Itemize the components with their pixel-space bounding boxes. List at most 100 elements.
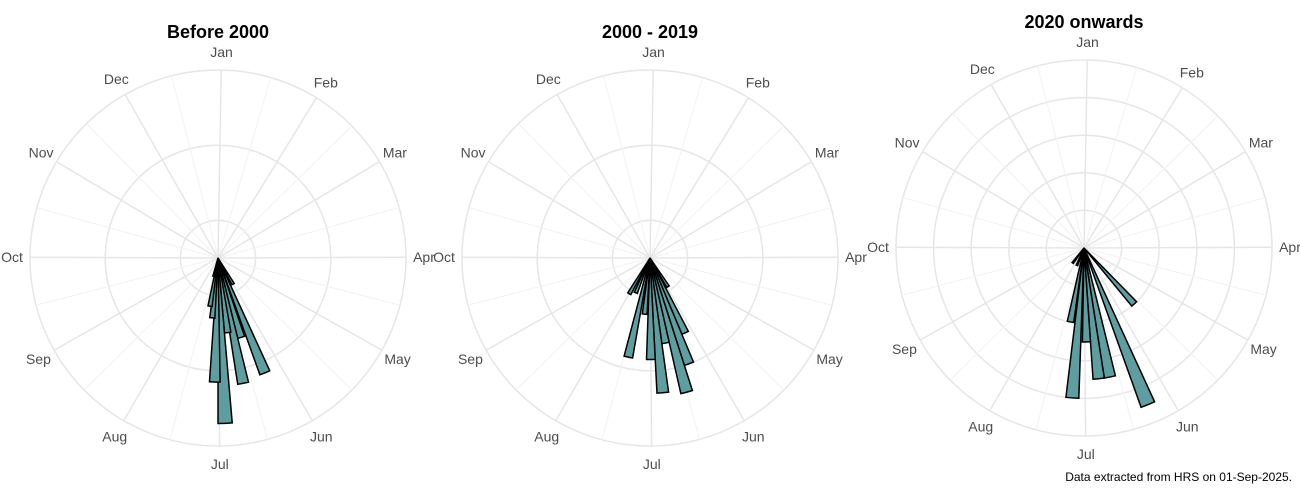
minor-spoke [169, 257, 219, 440]
polar-bar [208, 257, 221, 383]
month-spoke [989, 247, 1085, 412]
polar-bar [211, 257, 219, 278]
month-spoke [53, 257, 219, 351]
minor-spoke [217, 207, 400, 259]
month-spoke [919, 247, 1085, 341]
month-spoke [217, 161, 380, 259]
month-label-feb: Feb [1180, 64, 1204, 80]
minor-spoke [901, 247, 1085, 296]
panel-title: 2000 - 2019 [602, 22, 698, 42]
month-label-jan: Jan [1076, 34, 1099, 50]
data-source-caption: Data extracted from HRS on 01-Sep-2025. [1065, 470, 1292, 484]
minor-spoke [649, 257, 785, 391]
minor-spoke [649, 207, 832, 259]
panel-title: 2020 onwards [1024, 12, 1143, 32]
month-label-sep: Sep [892, 341, 917, 357]
month-spoke [217, 70, 222, 259]
month-label-dec: Dec [536, 71, 561, 87]
month-spoke [461, 256, 651, 259]
month-label-feb: Feb [314, 74, 338, 90]
month-spoke [217, 97, 318, 259]
minor-spoke [1035, 247, 1085, 430]
month-label-aug: Aug [534, 428, 559, 444]
minor-spoke [1083, 247, 1135, 430]
month-label-may: May [384, 351, 410, 367]
month-label-oct: Oct [1, 249, 23, 265]
month-spoke [123, 257, 219, 422]
month-label-mar: Mar [815, 144, 839, 160]
month-label-oct: Oct [433, 249, 455, 265]
minor-spoke [902, 197, 1085, 249]
minor-spoke [1083, 247, 1267, 296]
minor-spoke [1083, 115, 1219, 249]
month-spoke [1083, 60, 1088, 249]
month-spoke [556, 94, 651, 259]
month-spoke [649, 70, 654, 259]
month-spoke [1083, 247, 1179, 412]
polar-bar [1075, 247, 1085, 267]
polar-panel-1: Jan Feb Mar Apr May Jun Jul Aug Sep Oct Nov Dec Befo… [1, 22, 435, 472]
polar-bar [649, 257, 670, 394]
month-spoke [488, 161, 651, 259]
month-label-sep: Sep [26, 351, 51, 367]
panel-title: Before 2000 [167, 22, 269, 42]
month-label-nov: Nov [29, 144, 54, 160]
month-label-sep: Sep [458, 351, 483, 367]
month-label-apr: Apr [845, 249, 867, 265]
polar-bar [1081, 247, 1092, 343]
month-label-nov: Nov [895, 134, 920, 150]
month-label-jul: Jul [1077, 446, 1095, 462]
polar-bar [217, 257, 250, 386]
month-spoke [217, 257, 313, 422]
month-spoke [1083, 247, 1249, 341]
minor-spoke [515, 257, 651, 391]
month-spoke [56, 161, 219, 259]
polar-bar [1083, 247, 1138, 308]
month-label-dec: Dec [104, 71, 129, 87]
month-label-mar: Mar [383, 144, 407, 160]
polar-panel-2: Jan Feb Mar Apr May Jun Jul Aug Sep Oct Nov Dec 2000… [433, 22, 867, 472]
month-label-apr: Apr [1279, 239, 1300, 255]
month-label-jun: Jun [310, 428, 333, 444]
minor-spoke [217, 257, 353, 391]
minor-spoke [1037, 65, 1085, 249]
minor-spoke [1083, 197, 1266, 249]
radial-gridline [29, 69, 407, 447]
minor-spoke [649, 77, 704, 259]
minor-spoke [1083, 67, 1138, 249]
month-spoke [217, 257, 383, 351]
minor-spoke [83, 257, 219, 391]
radial-gridline [895, 59, 1273, 437]
month-spoke [29, 256, 219, 259]
polar-bar [649, 257, 694, 395]
month-spoke [649, 97, 750, 259]
month-label-feb: Feb [746, 74, 770, 90]
month-label-apr: Apr [413, 249, 435, 265]
month-spoke [649, 161, 812, 259]
month-spoke [922, 151, 1085, 249]
minor-spoke [467, 257, 651, 306]
month-label-dec: Dec [970, 61, 995, 77]
polar-bar [626, 257, 651, 296]
month-spoke [649, 257, 815, 351]
month-label-nov: Nov [461, 144, 486, 160]
minor-spoke [603, 75, 651, 259]
minor-spoke [217, 125, 353, 259]
minor-spoke [171, 75, 219, 259]
month-label-jul: Jul [643, 456, 661, 472]
polar-bar [623, 257, 651, 359]
minor-spoke [952, 113, 1085, 249]
polar-bar [649, 257, 671, 289]
month-label-mar: Mar [1249, 134, 1273, 150]
month-label-jan: Jan [642, 44, 665, 60]
minor-spoke [36, 207, 219, 259]
polar-bar [1083, 247, 1156, 409]
minor-spoke [649, 257, 833, 306]
polar-panel-3: Jan Feb Mar Apr May Jun Jul Aug Sep Oct Nov Dec 2020… [867, 12, 1300, 462]
minor-spoke [949, 247, 1085, 381]
month-label-may: May [816, 351, 842, 367]
minor-spoke [35, 257, 219, 306]
month-spoke [485, 257, 651, 351]
month-label-jan: Jan [210, 44, 233, 60]
